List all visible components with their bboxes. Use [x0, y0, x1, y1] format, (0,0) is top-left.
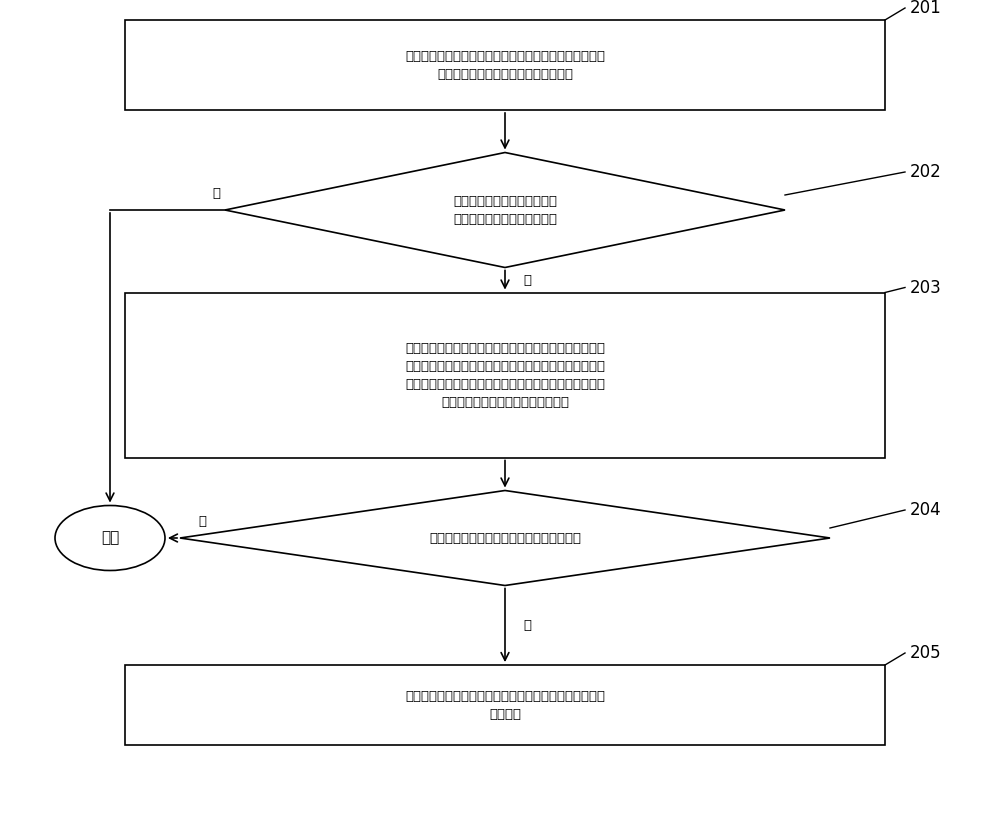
Text: 穿戴设备判断当前电流値是否
处于预设的正常电流値范围内: 穿戴设备判断当前电流値是否 处于预设的正常电流値范围内 — [453, 194, 557, 226]
Text: 201: 201 — [910, 0, 942, 17]
Polygon shape — [180, 491, 830, 585]
Text: 205: 205 — [910, 644, 942, 662]
Text: 穿戴设备断开正极充电点、负极充电点与充电检测电路之
间的连接: 穿戴设备断开正极充电点、负极充电点与充电检测电路之 间的连接 — [405, 690, 605, 720]
Text: 否: 否 — [198, 515, 206, 528]
Text: 是: 是 — [523, 618, 531, 632]
Ellipse shape — [55, 505, 165, 570]
Text: 203: 203 — [910, 279, 942, 296]
FancyBboxPatch shape — [125, 292, 885, 457]
Text: 在穿戴设备的电池处于非充电状态下，穿戴设备检测正极
充电点与负极充电点之间的当前电流値: 在穿戴设备的电池处于非充电状态下，穿戴设备检测正极 充电点与负极充电点之间的当前… — [405, 50, 605, 81]
Text: 穿戴设备判断该持续时长是否大于预设时长: 穿戴设备判断该持续时长是否大于预设时长 — [429, 531, 581, 544]
Text: 否: 否 — [523, 274, 531, 286]
FancyBboxPatch shape — [125, 20, 885, 110]
FancyBboxPatch shape — [125, 665, 885, 745]
Text: 结束: 结束 — [101, 530, 119, 545]
Text: 202: 202 — [910, 163, 942, 181]
Polygon shape — [225, 153, 785, 267]
Text: 204: 204 — [910, 501, 942, 519]
Text: 穿戴设备发出提醒信息以用于提醒正极充电点、负极充电
点与充电检测电路之间形成短路，以及触发内置于该穿戴
设备的马达产生振动以带动穿戴设备振动，以及启动计时
器并: 穿戴设备发出提醒信息以用于提醒正极充电点、负极充电 点与充电检测电路之间形成短路… — [405, 341, 605, 408]
Text: 是: 是 — [212, 187, 220, 199]
